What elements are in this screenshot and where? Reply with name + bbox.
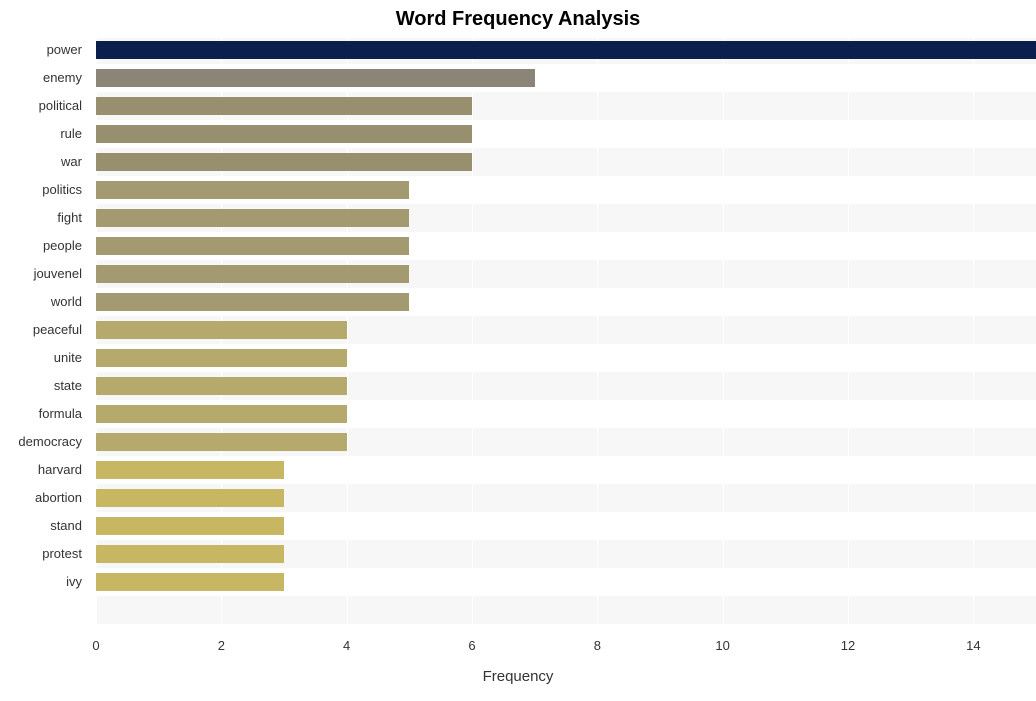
gridline xyxy=(472,38,473,630)
y-tick-label: unite xyxy=(0,344,88,372)
bar xyxy=(96,125,472,143)
y-tick-label: power xyxy=(0,36,88,64)
x-tick-label: 12 xyxy=(841,638,855,653)
gridline xyxy=(848,38,849,630)
y-tick-label: jouvenel xyxy=(0,260,88,288)
word-frequency-chart: Word Frequency Analysis powerenemypoliti… xyxy=(0,0,1036,701)
bar xyxy=(96,209,409,227)
x-axis-label: Frequency xyxy=(0,668,1036,685)
y-tick-label: world xyxy=(0,288,88,316)
y-tick-label: harvard xyxy=(0,456,88,484)
y-tick-label: ivy xyxy=(0,568,88,596)
y-tick-label: peaceful xyxy=(0,316,88,344)
bar xyxy=(96,265,409,283)
y-tick-label: democracy xyxy=(0,428,88,456)
y-tick-label: enemy xyxy=(0,64,88,92)
bar xyxy=(96,41,1036,59)
bar xyxy=(96,545,284,563)
bar xyxy=(96,293,409,311)
y-tick-label: political xyxy=(0,92,88,120)
bar xyxy=(96,321,347,339)
bar xyxy=(96,69,535,87)
bar xyxy=(96,433,347,451)
x-tick-label: 4 xyxy=(343,638,350,653)
y-tick-label: formula xyxy=(0,400,88,428)
bar xyxy=(96,349,347,367)
y-tick-label: war xyxy=(0,148,88,176)
y-tick-label: fight xyxy=(0,204,88,232)
gridline xyxy=(723,38,724,630)
bar xyxy=(96,97,472,115)
y-tick-label: politics xyxy=(0,176,88,204)
x-tick-label: 0 xyxy=(92,638,99,653)
chart-title: Word Frequency Analysis xyxy=(0,8,1036,31)
bar xyxy=(96,517,284,535)
bar xyxy=(96,405,347,423)
bar xyxy=(96,461,284,479)
gridline xyxy=(973,38,974,630)
bar xyxy=(96,489,284,507)
bar xyxy=(96,377,347,395)
x-tick-label: 6 xyxy=(468,638,475,653)
plot-band xyxy=(96,596,1036,624)
x-tick-label: 2 xyxy=(218,638,225,653)
y-tick-label: state xyxy=(0,372,88,400)
y-tick-label: stand xyxy=(0,512,88,540)
y-tick-label: people xyxy=(0,232,88,260)
x-tick-label: 14 xyxy=(966,638,980,653)
y-tick-label: rule xyxy=(0,120,88,148)
gridline xyxy=(597,38,598,630)
bar xyxy=(96,573,284,591)
bar xyxy=(96,181,409,199)
y-tick-label: abortion xyxy=(0,484,88,512)
x-tick-label: 8 xyxy=(594,638,601,653)
bar xyxy=(96,153,472,171)
x-tick-label: 10 xyxy=(715,638,729,653)
y-tick-label: protest xyxy=(0,540,88,568)
bar xyxy=(96,237,409,255)
